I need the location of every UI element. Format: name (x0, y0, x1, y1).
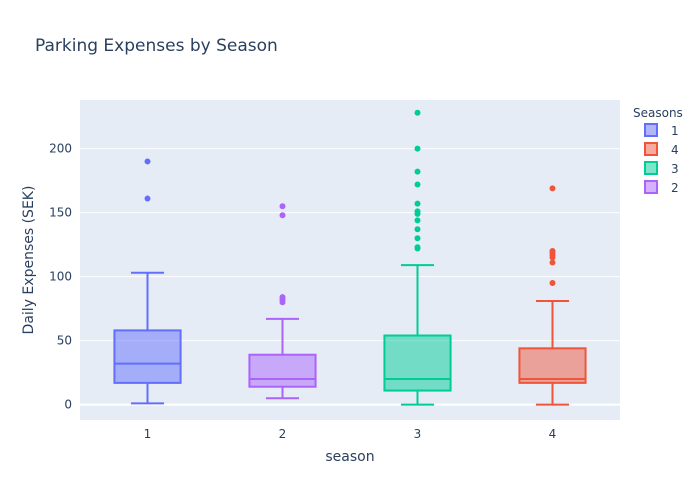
outlier-point (549, 248, 556, 255)
legend-swatch (644, 180, 658, 194)
legend-item-2[interactable]: 2 (644, 180, 679, 195)
box-iqr (518, 347, 587, 384)
legend-swatch (644, 161, 658, 175)
outlier-point (279, 203, 286, 210)
legend-label: 2 (671, 181, 679, 195)
outlier-point (144, 158, 151, 165)
legend-item-1[interactable]: 1 (644, 123, 679, 138)
outlier-point (414, 109, 421, 116)
outlier-point (549, 280, 556, 287)
chart-title: Parking Expenses by Season (35, 36, 278, 56)
box-series-1 (113, 158, 182, 405)
outlier-point (414, 208, 421, 215)
boxes-layer (113, 109, 587, 406)
y-tick-label: 0 (64, 398, 72, 412)
legend-item-4[interactable]: 4 (644, 142, 679, 157)
box-iqr (383, 334, 452, 392)
outlier-point (414, 200, 421, 207)
outlier-point (279, 294, 286, 301)
outlier-point (414, 235, 421, 242)
y-tick-label: 100 (49, 270, 72, 284)
outlier-point (414, 244, 421, 251)
x-tick-label: 4 (549, 427, 557, 441)
box-series-2 (248, 203, 317, 400)
outlier-point (144, 195, 151, 202)
legend-title: Seasons (633, 106, 683, 120)
x-tick-label: 1 (144, 427, 152, 441)
outlier-point (414, 217, 421, 224)
outlier-point (414, 145, 421, 152)
box-iqr (113, 329, 182, 384)
outlier-point (414, 226, 421, 233)
legend-label: 1 (671, 124, 679, 138)
y-tick-labels: 0 50 100 150 200 (49, 142, 72, 412)
x-tick-label: 2 (279, 427, 287, 441)
box-series-4 (518, 185, 587, 406)
box-iqr (248, 353, 317, 388)
legend-swatch (644, 123, 658, 137)
outlier-point (549, 259, 556, 266)
legend-label: 4 (671, 143, 679, 157)
y-tick-label: 200 (49, 142, 72, 156)
outlier-point (414, 181, 421, 188)
outlier-point (279, 212, 286, 219)
legend-item-3[interactable]: 3 (644, 161, 679, 176)
x-tick-labels: 1 2 3 4 (144, 427, 557, 441)
x-tick-label: 3 (414, 427, 422, 441)
legend-swatch (644, 142, 658, 156)
legend-label: 3 (671, 162, 679, 176)
legend-items: 1 4 3 2 (644, 123, 679, 195)
y-tick-label: 50 (57, 334, 72, 348)
legend: Seasons 1 4 3 2 (633, 106, 683, 195)
y-axis-label: Daily Expenses (SEK) (21, 186, 37, 335)
outlier-point (549, 185, 556, 192)
outlier-point (414, 168, 421, 175)
y-tick-label: 150 (49, 206, 72, 220)
box-series-3 (383, 109, 452, 406)
x-axis-label: season (325, 449, 374, 465)
gridlines (80, 148, 620, 406)
